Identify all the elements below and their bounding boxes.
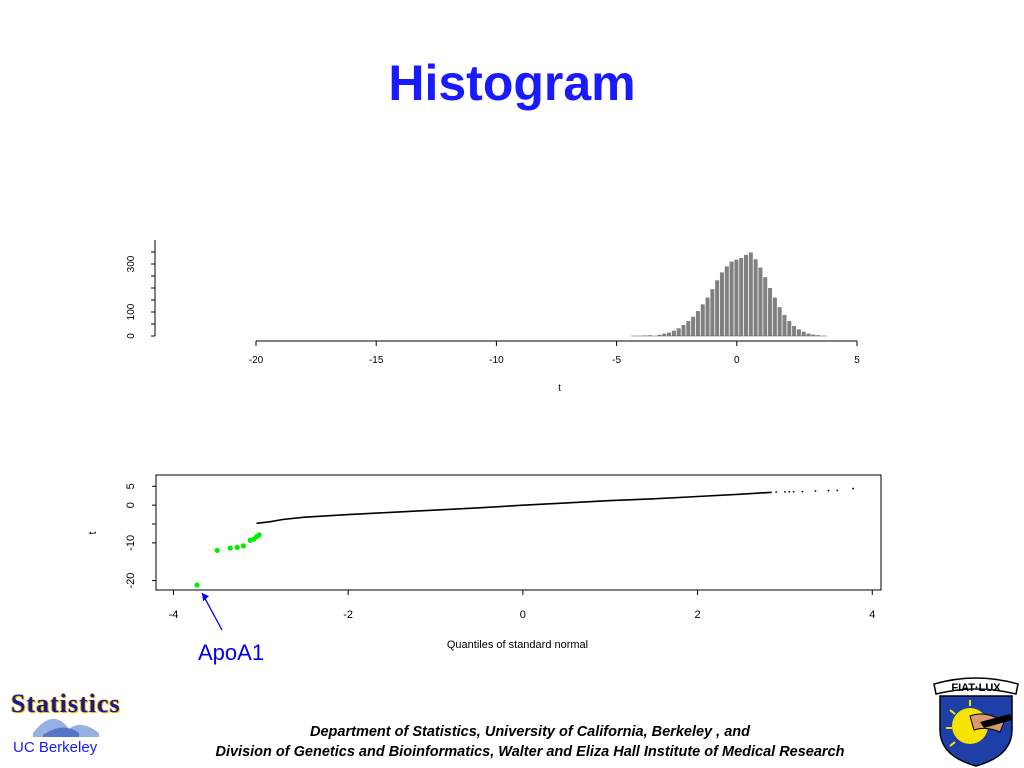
- statistics-berkeley-logo: Statistics UC Berkeley: [3, 685, 127, 765]
- histogram-bar: [792, 325, 797, 336]
- qq-highlighted-point: [256, 532, 262, 538]
- footer-line-1: Department of Statistics, University of …: [310, 724, 750, 740]
- qq-point: [801, 490, 804, 493]
- qq-x-tick-label: 2: [695, 609, 701, 621]
- histogram-bar: [724, 266, 729, 336]
- annotation-arrow: [201, 592, 223, 631]
- histogram-bars: [643, 252, 821, 336]
- qq-y-tick-label: 5: [125, 483, 137, 489]
- histogram-bar: [667, 332, 672, 336]
- histogram-x-axis-label: t: [558, 383, 561, 394]
- qq-main-curve: [256, 491, 772, 525]
- qq-point: [784, 491, 786, 493]
- qq-y-tick-label: 0: [125, 502, 137, 508]
- qq-plot-points: [194, 487, 854, 588]
- qq-y-axis-label: t: [87, 531, 99, 534]
- fiat-lux-banner-text: FIAT·LUX: [951, 682, 1001, 694]
- qq-highlighted-point: [194, 582, 200, 588]
- qq-plot-frame: [155, 474, 882, 591]
- qq-x-tick-label: 4: [869, 609, 875, 621]
- histogram-bar: [676, 328, 681, 336]
- fiat-lux-seal: FIAT·LUX: [933, 677, 1019, 767]
- uc-berkeley-label: UC Berkeley: [13, 739, 98, 756]
- histogram-bar: [811, 334, 816, 336]
- statistics-logo-graphic: [33, 718, 99, 737]
- qq-point: [827, 489, 830, 492]
- histogram-bar: [748, 252, 753, 336]
- histogram-bar: [686, 321, 691, 336]
- qq-y-tick-label: -10: [125, 535, 137, 551]
- qq-highlighted-point: [240, 543, 246, 549]
- annotation-arrow-line: [201, 592, 223, 631]
- histogram-bar: [744, 254, 749, 336]
- histogram-bar: [777, 307, 782, 336]
- slide-title: Histogram: [388, 55, 636, 111]
- histogram-bar: [796, 329, 801, 336]
- statistics-logo-word: Statistics: [11, 689, 121, 718]
- histogram-bar: [753, 259, 758, 336]
- qq-plot-border: [155, 474, 882, 591]
- qq-point: [775, 491, 778, 494]
- qq-x-tick-label: 0: [520, 609, 526, 621]
- qq-point: [788, 490, 791, 493]
- histogram-bar: [681, 324, 686, 336]
- histogram-bar: [705, 297, 710, 336]
- histogram-bar: [739, 258, 744, 336]
- qq-x-axis-label: Quantiles of standard normal: [447, 639, 588, 651]
- histogram-axes: -20 -15 -10 -5 0 5 t 0 100 300: [126, 240, 860, 394]
- histogram-bar: [647, 335, 652, 336]
- footer-line-2: Division of Genetics and Bioinformatics,…: [215, 744, 845, 760]
- histogram-x-tick-label: -5: [612, 355, 621, 366]
- histogram-bar: [816, 335, 821, 336]
- qq-x-tick-label: -2: [343, 609, 353, 621]
- qq-point: [792, 490, 795, 493]
- histogram-bar: [734, 259, 739, 336]
- histogram-bar: [715, 280, 720, 336]
- qq-highlighted-point: [214, 547, 220, 554]
- histogram-bar: [758, 267, 763, 336]
- histogram-x-tick-label: 0: [734, 355, 740, 366]
- histogram-bar: [768, 288, 773, 336]
- histogram-y-tick-label: 100: [126, 303, 137, 320]
- qq-point: [852, 487, 854, 490]
- qq-y-tick-label: -20: [125, 573, 137, 589]
- annotation-label-apoa1: ApoA1: [198, 640, 265, 665]
- qq-x-tick-label: -4: [169, 609, 179, 621]
- histogram-bar: [787, 321, 792, 336]
- qq-highlighted-point: [227, 545, 233, 551]
- histogram-y-tick-label: 300: [126, 255, 137, 272]
- histogram-bar: [763, 277, 768, 336]
- histogram-chart: -20 -15 -10 -5 0 5 t 0 100 300: [126, 240, 860, 394]
- histogram-x-tick-label: 5: [854, 355, 860, 366]
- footer-credits: Department of Statistics, University of …: [130, 722, 930, 762]
- histogram-bar: [671, 330, 676, 336]
- annotation-arrow-head: [202, 593, 210, 602]
- histogram-bar: [719, 272, 724, 336]
- qq-point: [814, 490, 817, 492]
- histogram-x-tick-label: -15: [369, 355, 384, 366]
- histogram-bar: [782, 314, 787, 336]
- histogram-x-tick-label: -20: [249, 355, 264, 366]
- histogram-bar: [695, 311, 700, 336]
- histogram-bar: [729, 261, 734, 336]
- histogram-bar: [772, 297, 777, 336]
- histogram-bar: [801, 331, 806, 336]
- histogram-bar: [691, 316, 696, 336]
- histogram-y-tick-label: 0: [126, 333, 137, 339]
- histogram-bar: [700, 304, 705, 336]
- histogram-bar: [657, 334, 662, 336]
- histogram-x-tick-label: -10: [489, 355, 504, 366]
- histogram-bar: [806, 333, 811, 336]
- histogram-bar: [662, 333, 667, 336]
- histogram-bar: [710, 289, 715, 336]
- qq-highlighted-point: [234, 544, 240, 550]
- qq-point: [836, 489, 839, 492]
